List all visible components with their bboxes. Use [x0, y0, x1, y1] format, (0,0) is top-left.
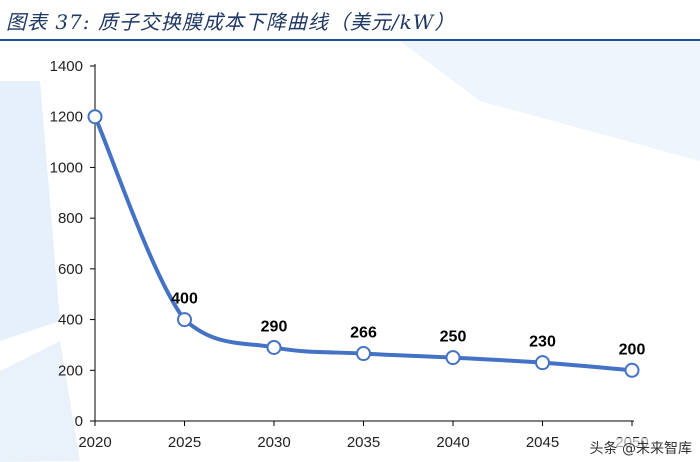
bg-shape-bottom-left — [0, 341, 80, 462]
x-tick-label: 2025 — [168, 434, 201, 451]
title-divider — [0, 39, 700, 41]
y-tick-label: 400 — [58, 312, 83, 329]
data-label: 400 — [171, 291, 198, 308]
data-label: 266 — [350, 325, 377, 342]
y-tick-label: 0 — [75, 413, 83, 430]
data-point-marker — [445, 350, 461, 366]
data-label: 230 — [529, 334, 556, 351]
data-label: 290 — [261, 318, 288, 335]
data-label: 250 — [440, 329, 467, 346]
data-point-marker — [624, 362, 640, 378]
x-tick-label: 2020 — [78, 434, 111, 451]
line-chart: 0 200 400 600 800 1000 1200 1400 2020 2025 2030 203… — [0, 41, 700, 462]
data-point-marker — [87, 109, 103, 125]
y-tick-label: 1200 — [50, 109, 83, 126]
y-tick-label: 1400 — [50, 58, 83, 75]
data-point-marker — [177, 312, 192, 328]
bg-shape-top-right — [400, 41, 700, 161]
watermark: 头条 @未来智库 — [587, 438, 694, 458]
title-bar: 图表 37: 质子交换膜成本下降曲线（美元/kW） — [0, 0, 700, 41]
y-tick-label: 600 — [58, 261, 83, 278]
data-labels: 400 290 266 250 230 200 — [171, 291, 645, 359]
data-point-marker — [535, 355, 550, 371]
data-point-marker — [356, 346, 371, 362]
background-decoration — [0, 41, 700, 462]
x-tick-label: 2040 — [436, 434, 469, 451]
x-tick-label: 2045 — [526, 434, 559, 451]
x-tick-label: 2030 — [257, 434, 290, 451]
x-tick-label: 2035 — [347, 434, 380, 451]
chart-title: 图表 37: 质子交换膜成本下降曲线（美元/kW） — [6, 10, 456, 34]
y-tick-label: 1000 — [50, 159, 83, 176]
data-point-marker — [266, 339, 282, 355]
markers — [87, 109, 640, 378]
bg-shape-left — [0, 81, 60, 341]
axes: 0 200 400 600 800 1000 1200 1400 2020 2025 2030 203… — [50, 58, 649, 451]
y-tick-label: 200 — [58, 362, 83, 379]
y-tick-label: 800 — [58, 210, 83, 227]
data-label: 200 — [619, 341, 646, 358]
